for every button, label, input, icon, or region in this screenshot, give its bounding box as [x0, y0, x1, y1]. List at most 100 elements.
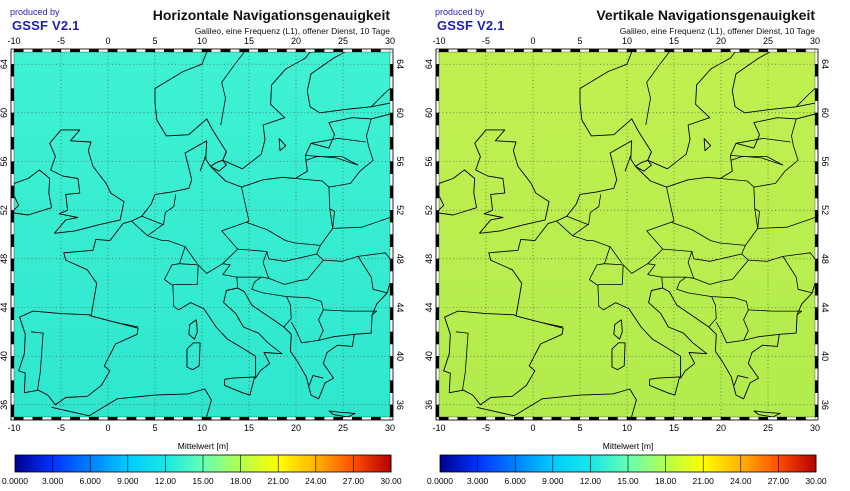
- coastline: [733, 375, 749, 386]
- country-border: [748, 309, 802, 312]
- brand-logo-text: GSSF V2.1: [12, 18, 80, 33]
- lat-tick-label: 60: [425, 108, 434, 118]
- lat-tick-label: 52: [425, 205, 434, 215]
- colorbar-label: Mittelwert [m]: [603, 441, 654, 451]
- coastline: [222, 52, 311, 170]
- country-border: [332, 217, 390, 229]
- colorbar-segment: [515, 455, 554, 472]
- lon-tick-label: 10: [622, 423, 632, 433]
- colorbar-tick-label: 24.00: [305, 476, 327, 486]
- lon-tick-label: 30: [385, 36, 395, 46]
- country-border: [795, 88, 815, 108]
- colorbar-segment: [477, 455, 516, 472]
- lon-tick-label: -5: [57, 423, 65, 433]
- coastline: [63, 113, 390, 317]
- country-border: [597, 264, 624, 286]
- lat-tick-label: 56: [820, 156, 830, 166]
- country-border: [609, 246, 623, 264]
- lat-tick-label: 48: [820, 254, 830, 264]
- coastline: [611, 342, 626, 371]
- coastline: [199, 155, 207, 172]
- lon-tick-label: 25: [763, 423, 773, 433]
- country-border: [730, 155, 784, 166]
- lat-tick-label: 40: [0, 351, 9, 361]
- country-border: [370, 88, 390, 108]
- colorbar-tick-label: 0.0000: [427, 476, 453, 486]
- colorbar: [439, 454, 817, 473]
- lat-tick-label: 60: [0, 108, 9, 118]
- country-border: [754, 208, 760, 229]
- lat-tick-label: 44: [425, 302, 434, 312]
- colorbar-tick-label: 6.000: [505, 476, 527, 486]
- colorbar-segment: [590, 455, 629, 472]
- coastline: [154, 52, 227, 161]
- produced-by-label: produced by: [435, 7, 485, 17]
- coastline: [624, 155, 632, 172]
- map-subtitle: Galileo, eine Frequenz (L1), offener Die…: [194, 26, 390, 36]
- country-border: [305, 155, 359, 166]
- lon-tick-label: 10: [197, 423, 207, 433]
- country-border: [286, 296, 324, 344]
- coastline: [178, 287, 283, 379]
- lon-tick-label: 5: [577, 36, 582, 46]
- lat-tick-label: 60: [395, 108, 405, 118]
- lon-tick-label: 10: [622, 36, 632, 46]
- country-border: [329, 208, 335, 229]
- colorbar-segment: [628, 455, 667, 472]
- colorbar-segment: [52, 455, 91, 472]
- colorbar: [14, 454, 392, 473]
- colorbar-tick-label: 0.0000: [2, 476, 28, 486]
- lat-tick-label: 44: [395, 302, 405, 312]
- lon-tick-label: 0: [530, 36, 535, 46]
- country-border: [266, 245, 321, 262]
- colorbar-segment: [127, 455, 166, 472]
- coastline: [278, 138, 287, 152]
- country-border: [141, 194, 177, 226]
- country-border: [246, 178, 334, 246]
- coastline: [613, 319, 623, 340]
- coastline: [649, 376, 681, 396]
- lon-tick-label: 0: [530, 423, 535, 433]
- map-figure: -10 -10 -5 -5 0 0 5 5 10 10 15 15 20 20 25 25 30 30 36 36 40…: [425, 36, 830, 486]
- map-title: Vertikale Navigationsgenauigkeit: [596, 7, 815, 23]
- colorbar-segment: [90, 455, 129, 472]
- colorbar-segment: [278, 455, 317, 472]
- colorbar-segment: [778, 455, 817, 472]
- lon-tick-label: -10: [432, 36, 445, 46]
- country-border: [647, 151, 652, 161]
- coastline: [731, 52, 771, 107]
- lat-tick-label: 44: [820, 302, 830, 312]
- lat-tick-label: 40: [820, 351, 830, 361]
- country-border: [371, 310, 378, 316]
- country-border: [172, 264, 199, 286]
- lat-tick-label: 48: [425, 254, 434, 264]
- country-border: [357, 252, 390, 260]
- colorbar-segment: [740, 455, 779, 472]
- lon-tick-label: -5: [482, 36, 490, 46]
- colorbar-segment: [240, 455, 279, 472]
- country-border: [566, 194, 602, 226]
- map-lines: [14, 52, 390, 417]
- coastline: [443, 310, 564, 406]
- colorbar-tick-label: 30.00: [380, 476, 402, 486]
- lat-tick-label: 36: [0, 400, 9, 410]
- lon-tick-label: 0: [105, 423, 110, 433]
- colorbar-segment: [665, 455, 704, 472]
- brand-logo-text: GSSF V2.1: [437, 18, 505, 33]
- right-map-panel: produced by GSSF V2.1 Vertikale Navigati…: [425, 0, 850, 491]
- lon-tick-label: 20: [716, 36, 726, 46]
- lat-tick-label: 40: [395, 351, 405, 361]
- colorbar-segment: [315, 455, 354, 472]
- coastline: [18, 310, 139, 406]
- lat-tick-label: 64: [395, 59, 405, 69]
- country-border: [782, 252, 815, 260]
- lon-tick-label: 10: [197, 36, 207, 46]
- lat-tick-label: 56: [425, 156, 434, 166]
- lon-tick-label: 20: [291, 423, 301, 433]
- country-border: [222, 151, 227, 161]
- coastline: [306, 52, 346, 107]
- colorbar-tick-label: 21.00: [693, 476, 715, 486]
- map-frame: [10, 48, 394, 421]
- coastline: [635, 159, 652, 172]
- lon-tick-label: 15: [669, 36, 679, 46]
